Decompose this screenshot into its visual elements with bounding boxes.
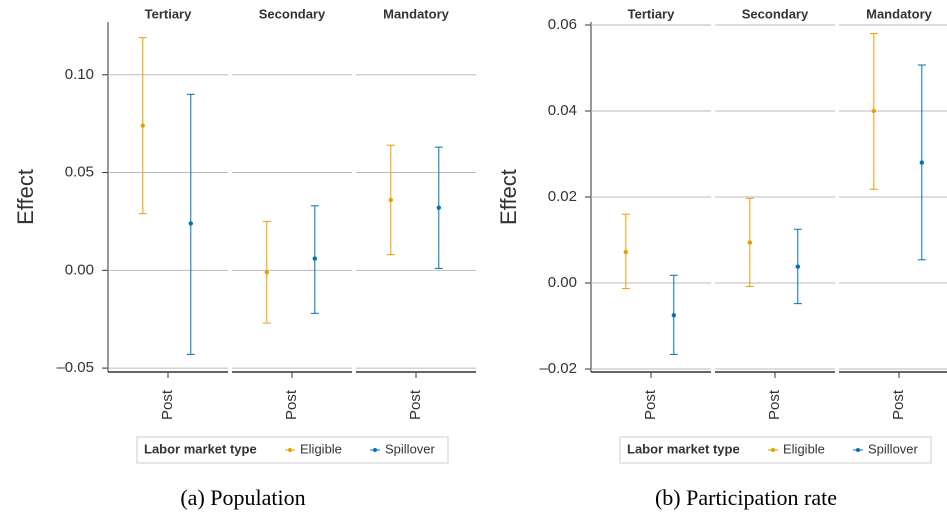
- x-tick-label: Post: [283, 389, 300, 420]
- point: [436, 205, 441, 210]
- point: [312, 256, 317, 261]
- point: [795, 264, 800, 269]
- legend-glyph: [288, 448, 292, 452]
- legend-glyph: [373, 448, 377, 452]
- legend-label: Eligible: [783, 441, 825, 456]
- legend-label: Spillover: [385, 441, 436, 456]
- point: [623, 249, 628, 255]
- x-tick-label: Post: [890, 389, 907, 420]
- y-tick-label: 0.00: [65, 261, 94, 278]
- x-tick-label: Post: [642, 389, 659, 420]
- facet-title: Tertiary: [628, 6, 675, 21]
- point: [388, 197, 393, 203]
- point: [871, 108, 876, 114]
- x-tick-label: Post: [407, 389, 424, 420]
- y-axis-label: Effect: [13, 169, 38, 225]
- point: [671, 313, 676, 318]
- y-tick-label: –0.05: [56, 359, 94, 376]
- legend-title: Labor market type: [144, 441, 257, 456]
- legend-box: [136, 436, 449, 464]
- x-tick-label: Post: [766, 389, 783, 420]
- legend-title: Labor market type: [627, 441, 740, 456]
- point: [140, 123, 145, 128]
- y-tick-label: 0.05: [65, 164, 94, 181]
- point: [747, 240, 752, 245]
- legend-glyph: [771, 448, 775, 452]
- point: [188, 221, 193, 226]
- point: [264, 270, 269, 275]
- legend-label: Spillover: [868, 441, 919, 456]
- facet-title: Mandatory: [866, 6, 933, 21]
- facet-title: Secondary: [259, 6, 326, 21]
- facet-title: Secondary: [742, 6, 809, 21]
- caption: (b) Participation rate: [655, 485, 837, 510]
- y-tick-label: 0.06: [548, 16, 577, 33]
- y-tick-label: 0.00: [548, 274, 577, 291]
- caption: (a) Population: [180, 485, 305, 510]
- y-tick-label: 0.10: [65, 66, 94, 83]
- facet-title: Mandatory: [383, 6, 450, 21]
- y-tick-label: 0.04: [548, 102, 577, 119]
- y-tick-label: –0.02: [539, 360, 577, 377]
- y-axis-label: Effect: [496, 169, 521, 225]
- facet-title: Tertiary: [145, 6, 192, 21]
- legend-label: Eligible: [300, 441, 342, 456]
- legend-glyph: [856, 448, 860, 452]
- y-tick-label: 0.02: [548, 188, 577, 205]
- point: [919, 160, 924, 165]
- x-tick-label: Post: [159, 389, 176, 420]
